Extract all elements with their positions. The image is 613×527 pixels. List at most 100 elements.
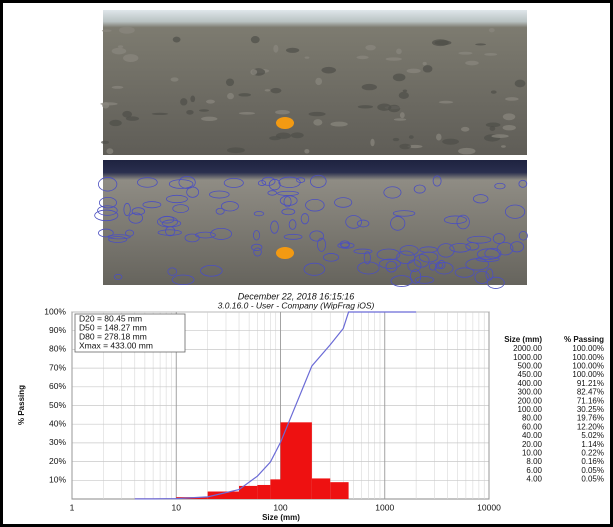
photo [100, 10, 527, 155]
rock [515, 80, 526, 88]
rock [276, 133, 291, 139]
rock [358, 105, 373, 108]
page: December 22, 2018 16:15:16 3.0.16.0 - Us… [0, 0, 613, 527]
rock [484, 53, 497, 56]
rock [486, 123, 501, 128]
rock [386, 57, 402, 60]
y-tick-label: 20% [49, 456, 66, 466]
y-tick-label: 70% [49, 362, 66, 372]
rock [501, 145, 506, 147]
table-size: 80.00 [522, 414, 543, 423]
x-tick-label: 1 [70, 502, 75, 512]
rock [399, 144, 411, 150]
rock [126, 116, 139, 121]
table-passing: 12.20% [577, 422, 604, 431]
table-size: 20.00 [522, 440, 543, 449]
y-tick-label: 40% [49, 418, 66, 428]
rock [330, 122, 347, 127]
rock [491, 134, 508, 138]
table-size: 8.00 [526, 457, 542, 466]
rock [206, 100, 215, 104]
rock [399, 92, 409, 99]
rock [503, 125, 516, 130]
rock [190, 96, 195, 103]
rock [112, 86, 124, 89]
rock [475, 43, 486, 45]
rock [186, 110, 193, 115]
rock [393, 73, 406, 81]
rock [304, 149, 309, 153]
table-size: 100.00 [518, 405, 543, 414]
rock [102, 29, 112, 32]
table-passing: 19.76% [577, 414, 604, 423]
rock [362, 84, 377, 90]
rock [171, 77, 179, 81]
table-size: 2000.00 [513, 344, 542, 353]
rock [250, 69, 257, 75]
rock [238, 93, 251, 96]
rock [423, 62, 427, 65]
rock [423, 65, 433, 72]
rock [112, 48, 127, 55]
table-header: Size (mm) [504, 335, 542, 344]
table-passing: 0.05% [581, 466, 604, 475]
x-axis-label: Size (mm) [262, 513, 300, 522]
photo-background [103, 10, 527, 155]
rock [442, 139, 459, 145]
rock [152, 113, 169, 115]
rock [357, 56, 369, 60]
table-passing: 0.22% [581, 449, 604, 458]
y-tick-label: 80% [49, 344, 66, 354]
rock [309, 112, 326, 116]
bar [281, 422, 312, 499]
chart-subtitle: 3.0.16.0 - User - Company (WipFrag iOS) [218, 300, 375, 310]
table-size: 450.00 [518, 370, 543, 379]
x-tick-label: 1000 [375, 502, 394, 512]
rock [119, 27, 135, 34]
rock [313, 119, 322, 126]
rock [458, 148, 475, 155]
rock [199, 109, 209, 111]
bar [312, 478, 330, 499]
rock [393, 138, 399, 141]
rock [123, 54, 138, 62]
table-header: % Passing [564, 335, 604, 344]
rock [465, 61, 479, 66]
table-passing: 100.00% [572, 370, 604, 379]
rock [286, 48, 299, 53]
table-passing: 0.16% [581, 457, 604, 466]
table-passing: 5.02% [581, 431, 604, 440]
y-tick-label: 100% [44, 306, 66, 316]
rock [305, 57, 310, 59]
rock [118, 45, 123, 48]
rock [370, 139, 374, 146]
bar [270, 479, 280, 499]
rock [365, 45, 375, 51]
table-size: 1000.00 [513, 353, 542, 362]
rock [458, 52, 472, 55]
rock [461, 127, 469, 132]
x-tick-label: 10 [172, 502, 182, 512]
table-size: 60.00 [522, 422, 543, 431]
rock [403, 89, 407, 92]
y-tick-label: 30% [49, 437, 66, 447]
ball [276, 247, 294, 259]
table-passing: 100.00% [572, 353, 604, 362]
table-size: 6.00 [526, 466, 542, 475]
rock [106, 148, 113, 154]
rock [291, 132, 304, 138]
rock [270, 88, 281, 93]
bar [330, 482, 348, 499]
table-passing: 71.16% [577, 396, 604, 405]
rock [315, 78, 322, 85]
rock [201, 117, 217, 121]
x-tick-label: 100 [273, 502, 287, 512]
rock [226, 78, 234, 86]
ball [276, 117, 294, 129]
rock [439, 101, 454, 104]
table-passing: 1.14% [581, 440, 604, 449]
rock [100, 102, 117, 105]
table-passing: 30.25% [577, 405, 604, 414]
rock [407, 69, 421, 74]
table-size: 10.00 [522, 449, 543, 458]
